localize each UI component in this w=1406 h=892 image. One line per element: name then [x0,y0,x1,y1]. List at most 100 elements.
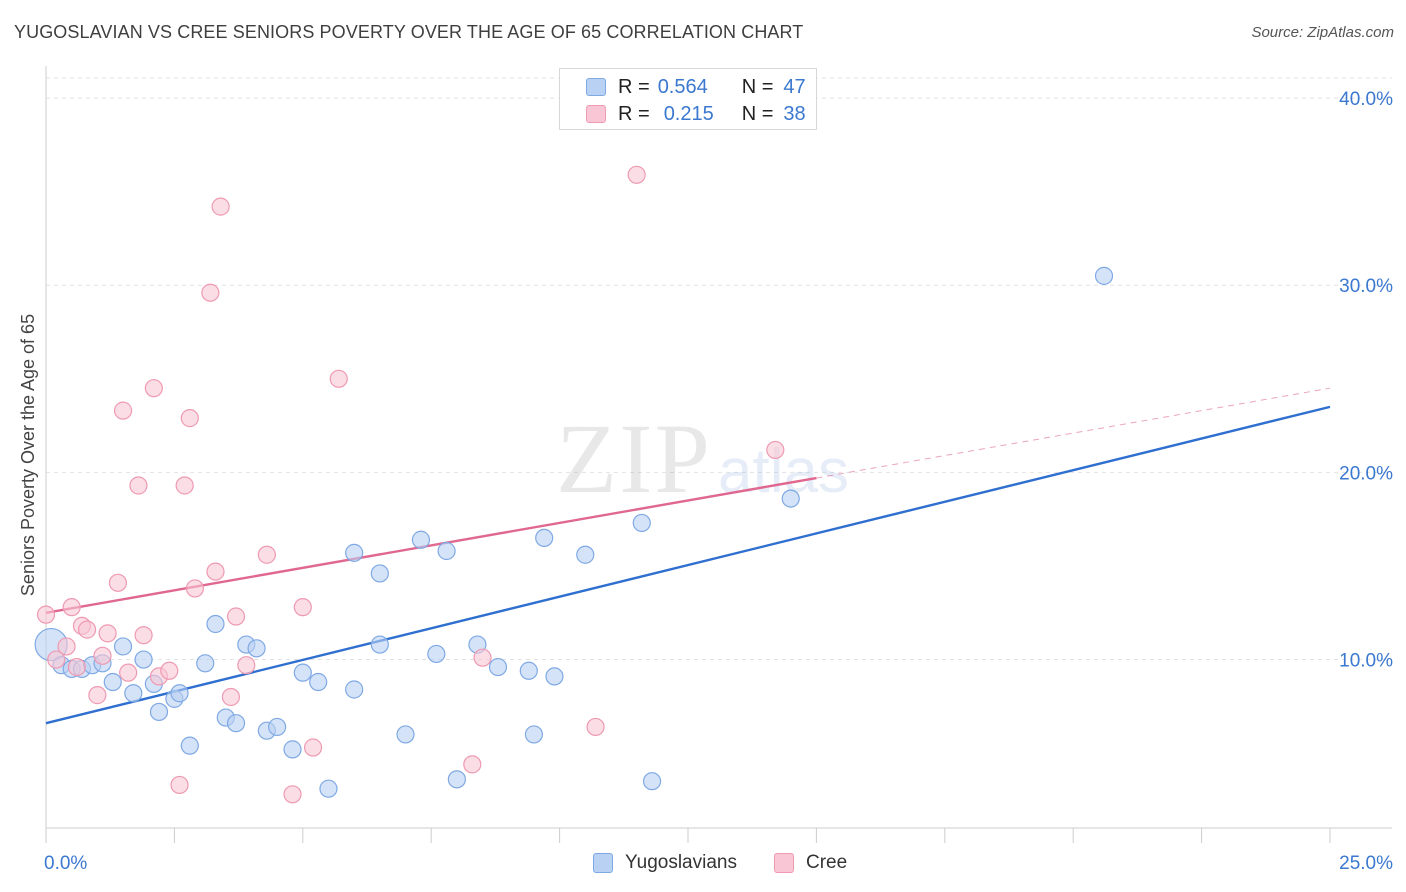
legend-label: Cree [806,852,848,873]
data-point-yugoslavians [124,684,143,703]
data-point-yugoslavians [268,717,287,737]
trend-lines [45,387,1331,725]
data-point-cree [175,476,194,495]
data-point-cree [160,661,179,680]
data-point-yugoslavians [134,650,153,669]
trend-line-cree [45,476,817,614]
x-tick-label: 0.0% [44,853,87,874]
data-point-cree [144,379,163,398]
data-point-cree [766,440,785,460]
data-point-yugoslavians [437,541,456,561]
y-axis-label: Seniors Poverty Over the Age of 65 [18,314,38,596]
n-label: N = [741,102,774,125]
tick-labels: 10.0% 20.0% 30.0% 40.0% 0.0% 25.0% [44,89,1393,874]
data-point-yugoslavians [113,637,133,656]
data-point-yugoslavians [396,725,415,744]
data-point-cree [47,650,66,669]
data-point-cree [180,409,199,428]
data-point-yugoslavians [545,667,564,686]
y-tick-label: 20.0% [1339,463,1393,484]
data-point-cree [77,620,97,639]
legend-swatch-blue [593,853,613,873]
data-point-cree [283,785,302,804]
data-point-cree [113,401,133,420]
n-label: N = [741,75,774,98]
data-point-yugoslavians [319,779,338,798]
data-point-yugoslavians [576,545,595,564]
legend-swatch-blue [586,78,606,96]
r-value: 0.564 [657,75,708,98]
axes [45,66,1392,843]
trend-extension-cree [816,387,1331,479]
data-point-yugoslavians [345,680,364,699]
data-point-yugoslavians [488,657,508,677]
data-point-cree [201,283,220,302]
data-point-cree [237,656,256,675]
x-tick-label: 25.0% [1339,853,1393,874]
data-point-yugoslavians [642,772,662,791]
data-point-cree [62,598,81,617]
legend-swatch-pink [586,105,606,123]
data-point-cree [329,369,348,388]
data-point-yugoslavians [283,740,302,759]
series-legend: Yugoslavians Cree [0,852,1406,878]
data-point-yugoslavians [1094,266,1114,285]
data-point-yugoslavians [226,714,246,733]
legend-item-cree[interactable]: Cree [774,852,847,874]
legend-item-yugoslavians[interactable]: Yugoslavians [593,852,737,874]
y-tick-label: 30.0% [1339,276,1393,297]
r-value: 0.215 [663,102,714,125]
watermark-zip: ZIP [556,403,712,514]
y-tick-label: 10.0% [1339,651,1393,672]
source-label: Source: ZipAtlas.com [1251,24,1394,41]
data-point-cree [627,165,646,184]
data-point-yugoslavians [370,564,389,583]
trend-line-yugoslavians [45,405,1331,725]
n-value: 38 [783,102,806,125]
data-point-yugoslavians [632,513,651,533]
data-point-yugoslavians [447,770,466,789]
data-point-yugoslavians [524,725,544,744]
data-point-cree [463,755,482,774]
data-point-yugoslavians [247,639,266,658]
data-point-cree [293,598,312,617]
data-point-yugoslavians [149,702,169,722]
data-point-yugoslavians [309,672,328,692]
data-point-cree [129,476,148,495]
legend-swatch-pink [774,853,794,873]
data-point-cree [36,605,56,624]
data-point-cree [170,775,189,795]
data-point-cree [88,686,107,705]
data-point-cree [134,626,153,645]
data-point-cree [211,197,230,216]
data-point-yugoslavians [180,736,199,755]
data-point-yugoslavians [519,661,538,680]
data-point-yugoslavians [427,644,446,664]
n-value: 47 [783,75,806,98]
data-point-cree [119,663,138,682]
y-tick-label: 40.0% [1339,89,1393,110]
data-point-yugoslavians [206,614,225,634]
chart-title: YUGOSLAVIAN VS CREE SENIORS POVERTY OVER… [14,22,804,42]
data-point-cree [303,738,323,757]
legend-label: Yugoslavians [625,852,737,873]
data-point-cree [206,562,225,581]
data-point-yugoslavians [196,654,215,673]
grid-lines [46,77,1392,661]
data-point-yugoslavians [535,528,554,548]
data-point-yugoslavians [345,543,364,562]
data-point-yugoslavians [781,489,800,508]
data-point-cree [67,657,86,677]
data-points [34,165,1114,804]
legend-row-cree: R = 0.215 N = 38 [586,102,806,126]
data-point-cree [108,573,128,592]
data-point-cree [226,607,246,626]
data-point-cree [57,637,76,656]
data-point-yugoslavians [370,635,389,654]
data-point-cree [185,579,205,598]
data-point-cree [221,687,240,707]
data-point-cree [473,648,492,667]
data-point-yugoslavians [411,530,431,549]
legend-row-yugoslavians: R = 0.564 N = 47 [586,75,806,99]
